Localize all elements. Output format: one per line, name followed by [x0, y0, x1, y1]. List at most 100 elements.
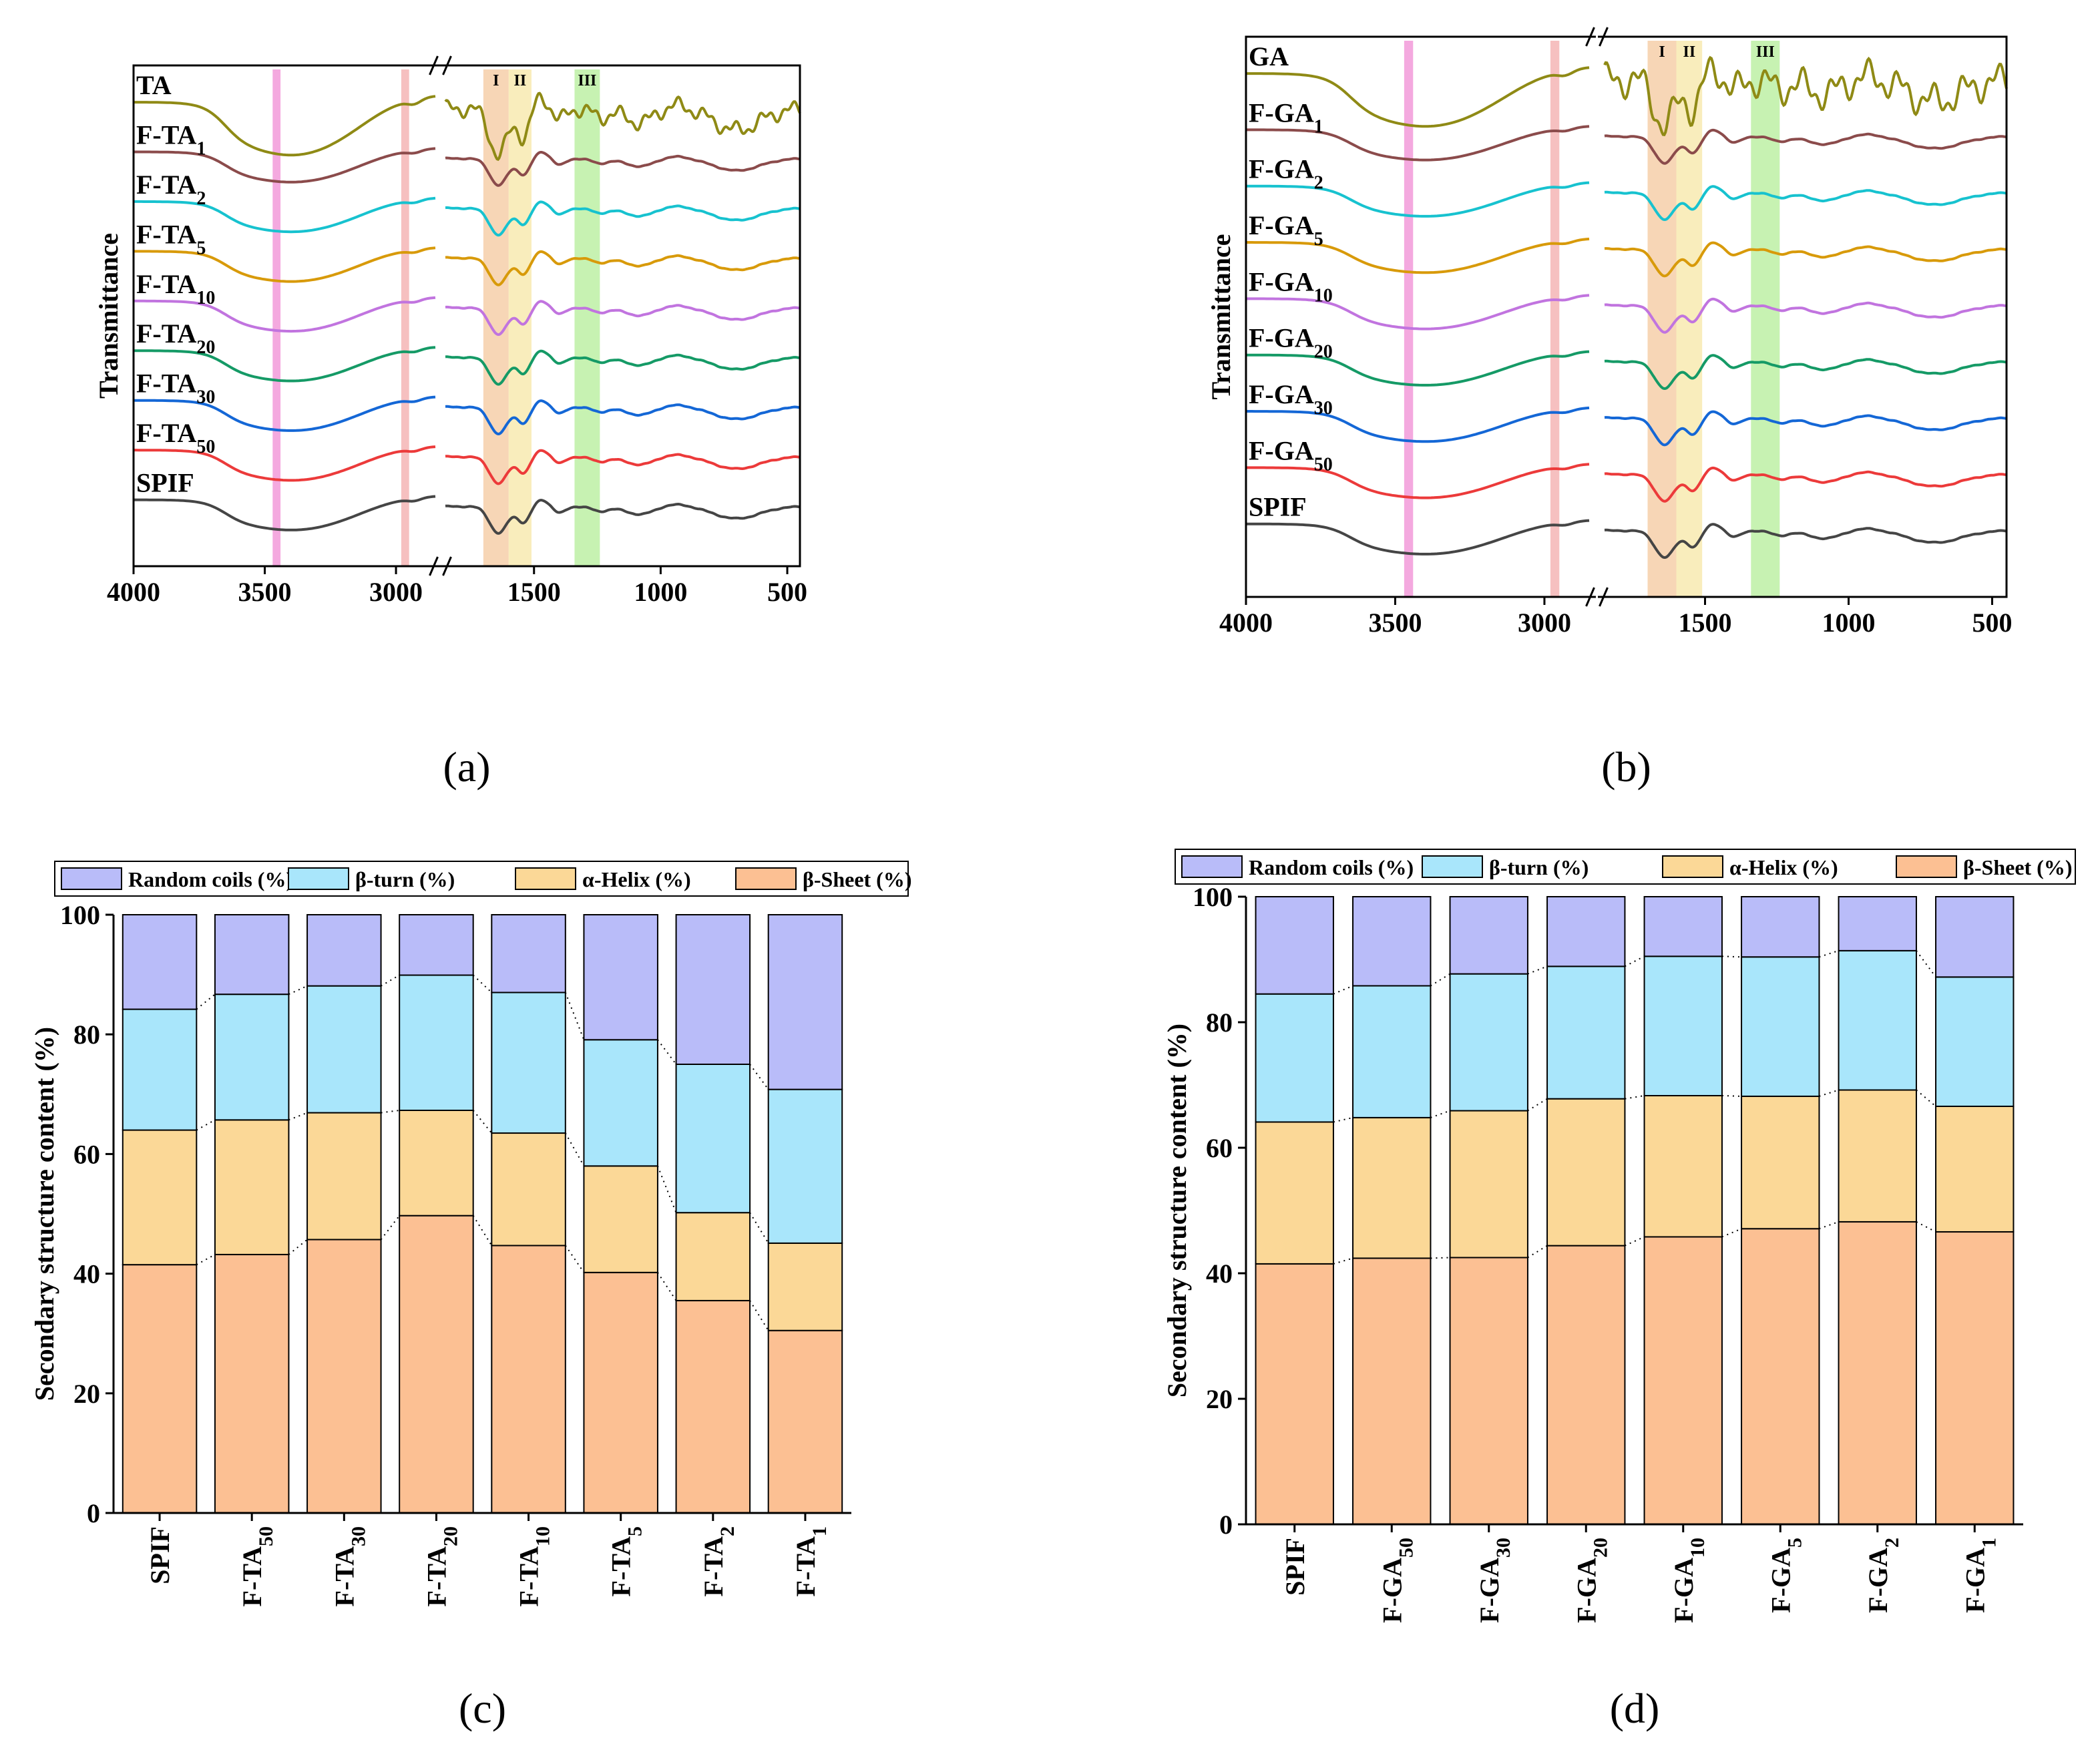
series-line-right-a-4	[445, 300, 801, 337]
legend-swatch-d-2	[1662, 855, 1723, 878]
x-tick-label-a-3: 1500	[507, 577, 561, 607]
x-tick-label-a-1: 3500	[238, 577, 292, 607]
bar-d-6-0	[1838, 1221, 1917, 1526]
category-label-c-6: F-TA2	[698, 1526, 739, 1596]
series-line-left-b-6	[1246, 406, 1590, 443]
series-line-left-a-5	[134, 346, 436, 383]
y-axis-title-d: Secondary structure content (%)	[1162, 1024, 1192, 1397]
connector-c-1-5	[657, 1165, 677, 1213]
band-a-1	[401, 69, 409, 566]
bar-d-1-1	[1352, 1116, 1432, 1259]
bar-d-3-3	[1546, 896, 1626, 967]
bar-d-6-2	[1838, 949, 1917, 1091]
series-line-left-a-0	[134, 95, 436, 157]
bar-d-5-1	[1741, 1095, 1820, 1230]
panel-label-c: (c)	[459, 1685, 506, 1732]
connector-d-1-2	[1527, 1098, 1548, 1112]
bar-c-6-2	[675, 1064, 751, 1214]
legend-label-c-1: β-turn (%)	[355, 867, 455, 891]
bar-c-3-3	[399, 914, 474, 976]
legend-label-c-0: Random coils (%)	[128, 867, 293, 891]
series-line-right-a-6	[445, 399, 801, 436]
legend-swatch-d-0	[1181, 855, 1243, 878]
bar-c-0-2	[122, 1008, 198, 1131]
legend-label-d-1: β-turn (%)	[1489, 855, 1589, 879]
series-line-left-b-5	[1246, 350, 1590, 387]
series-line-left-a-3	[134, 246, 436, 283]
category-label-c-5: F-TA5	[606, 1526, 646, 1596]
connector-d-0-0	[1333, 1257, 1353, 1265]
series-line-left-a-7	[134, 445, 436, 482]
connector-c-2-2	[381, 974, 400, 987]
series-line-left-a-2	[134, 196, 436, 234]
spectra-panel-b: I II IIIGAF-GA1F-GA2F-GA5F-GA10F-GA20F-GA3…	[1206, 27, 2013, 791]
bar-c-7-0	[767, 1329, 843, 1514]
connector-d-1-5	[1819, 1089, 1839, 1097]
bar-c-5-2	[583, 1039, 658, 1167]
series-label-b-1: F-GA1	[1249, 97, 1323, 137]
series-label-a-0: TA	[136, 70, 172, 100]
series-line-left-a-4	[134, 296, 436, 333]
bar-c-1-0	[214, 1253, 290, 1514]
connector-c-2-4	[564, 992, 585, 1040]
connector-c-1-4	[564, 1132, 585, 1166]
y-tick-label-c-0: 0	[87, 1498, 100, 1528]
connector-c-2-3	[473, 974, 492, 994]
y-tick-label-c-1: 20	[73, 1379, 100, 1409]
bar-c-7-3	[767, 914, 843, 1090]
connector-d-2-3	[1624, 955, 1645, 967]
bar-c-5-3	[583, 914, 658, 1041]
bar-c-7-2	[767, 1088, 843, 1244]
x-tick-label-b-4: 1000	[1822, 608, 1876, 638]
series-line-right-b-2	[1604, 185, 2007, 222]
series-line-right-b-1	[1604, 128, 2007, 165]
bar-d-5-0	[1741, 1228, 1820, 1525]
axis-frame-left-a	[132, 64, 442, 568]
connector-c-0-1	[288, 1239, 308, 1255]
bar-d-1-2	[1352, 985, 1432, 1118]
bar-c-4-2	[491, 992, 566, 1134]
bar-d-1-0	[1352, 1257, 1432, 1525]
connector-c-1-6	[749, 1212, 769, 1244]
band-b-0	[1404, 41, 1414, 597]
connector-d-0-5	[1819, 1221, 1839, 1230]
series-line-right-a-5	[445, 349, 801, 386]
x-tick-label-b-5: 500	[1972, 608, 2013, 638]
series-label-a-8: SPIF	[136, 468, 194, 498]
bar-c-6-0	[675, 1299, 751, 1514]
bar-c-3-1	[399, 1109, 474, 1217]
bar-c-2-3	[306, 914, 382, 987]
series-line-right-b-3	[1604, 241, 2007, 278]
legend-label-d-3: β-Sheet (%)	[1963, 855, 2072, 879]
band-a-0	[272, 69, 281, 566]
axis-break-a-0	[429, 55, 452, 75]
connector-c-0-2	[380, 1215, 400, 1241]
y-axis-title-a: Transmittance	[93, 233, 124, 399]
series-line-left-b-3	[1246, 237, 1590, 274]
category-label-d-3: F-GA20	[1571, 1538, 1611, 1623]
bar-c-6-3	[675, 914, 751, 1065]
connector-d-2-6	[1916, 950, 1936, 977]
connector-d-1-3	[1625, 1094, 1645, 1100]
bar-c-5-1	[583, 1165, 658, 1273]
series-line-left-b-2	[1246, 181, 1590, 218]
bar-c-0-1	[122, 1129, 198, 1266]
bar-d-2-1	[1449, 1110, 1528, 1259]
series-label-b-6: F-GA30	[1249, 379, 1333, 419]
legend-label-d-2: α-Helix (%)	[1729, 855, 1838, 879]
category-label-d-6: F-GA2	[1863, 1538, 1903, 1613]
band-label-a-4: III	[578, 72, 596, 89]
bar-d-4-3	[1643, 896, 1723, 957]
bar-c-1-2	[214, 994, 290, 1121]
band-a-4	[574, 69, 600, 566]
x-tick-label-b-0: 4000	[1219, 608, 1273, 638]
connector-c-1-0	[196, 1119, 216, 1131]
connector-d-2-1	[1430, 973, 1451, 987]
bar-d-0-0	[1255, 1263, 1334, 1526]
bar-panel-c: 0 20 40 60 80 100 SPIF F-TA50 F-TA30 F-TA20 F-TA10…	[29, 861, 911, 1732]
y-tick-label-c-5: 100	[60, 900, 100, 930]
series-line-right-b-0	[1603, 55, 2008, 137]
bar-d-7-1	[1935, 1105, 2015, 1233]
bar-d-2-3	[1449, 896, 1528, 975]
